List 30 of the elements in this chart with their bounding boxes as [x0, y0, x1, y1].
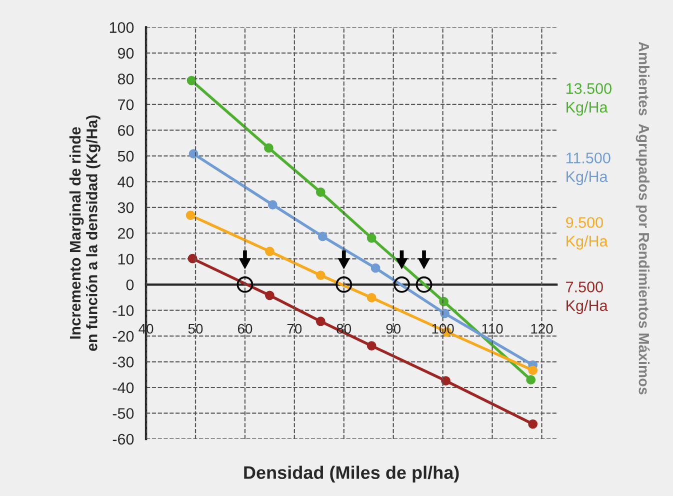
y-tick-label: 80: [118, 74, 134, 84]
y-tick-label: 20: [118, 228, 134, 239]
x-axis-title: Densidad (Miles de pl/ha): [244, 466, 459, 483]
text: 11.500 Kg/Ha: [566, 152, 610, 186]
y-tick-label: -20: [112, 330, 134, 342]
text: 7.500 Kg/Ha: [566, 282, 608, 314]
y-axis-title: Incremento Marginal de rinde en función a la densidad (Kg/Ha): [69, 115, 100, 351]
y-tick-label: 100: [110, 22, 134, 33]
text: 13.500 Kg/Ha: [566, 83, 612, 116]
y-tick-label: -40: [112, 382, 134, 394]
legend-title: Ambientes Agrupados por Rendimientos Máximos: [636, 42, 650, 394]
y-tick-label: 90: [118, 48, 134, 59]
y-tick-label: -60: [112, 434, 134, 445]
y-tick-label: 60: [118, 125, 134, 136]
y-tick-label: -10: [112, 305, 134, 316]
text: 9.500 Kg/Ha: [566, 217, 608, 250]
y-tick-label: 10: [118, 254, 134, 265]
x-tick-label: 60: [238, 324, 252, 334]
y-tick-label: 70: [118, 99, 134, 110]
y-tick-label: 0: [126, 279, 134, 290]
x-tick-label: 110: [482, 324, 503, 334]
y-tick-label: -30: [112, 356, 134, 368]
y-tick-label: 50: [118, 150, 134, 162]
y-tick-label: 30: [118, 202, 134, 214]
x-tick-label: 50: [188, 324, 203, 334]
x-tick-label: 90: [386, 324, 401, 334]
x-tick-label: 120: [531, 324, 553, 334]
y-tick-label: -50: [112, 408, 134, 419]
x-tick-label: 70: [287, 324, 302, 334]
y-tick-label: 40: [118, 176, 134, 188]
